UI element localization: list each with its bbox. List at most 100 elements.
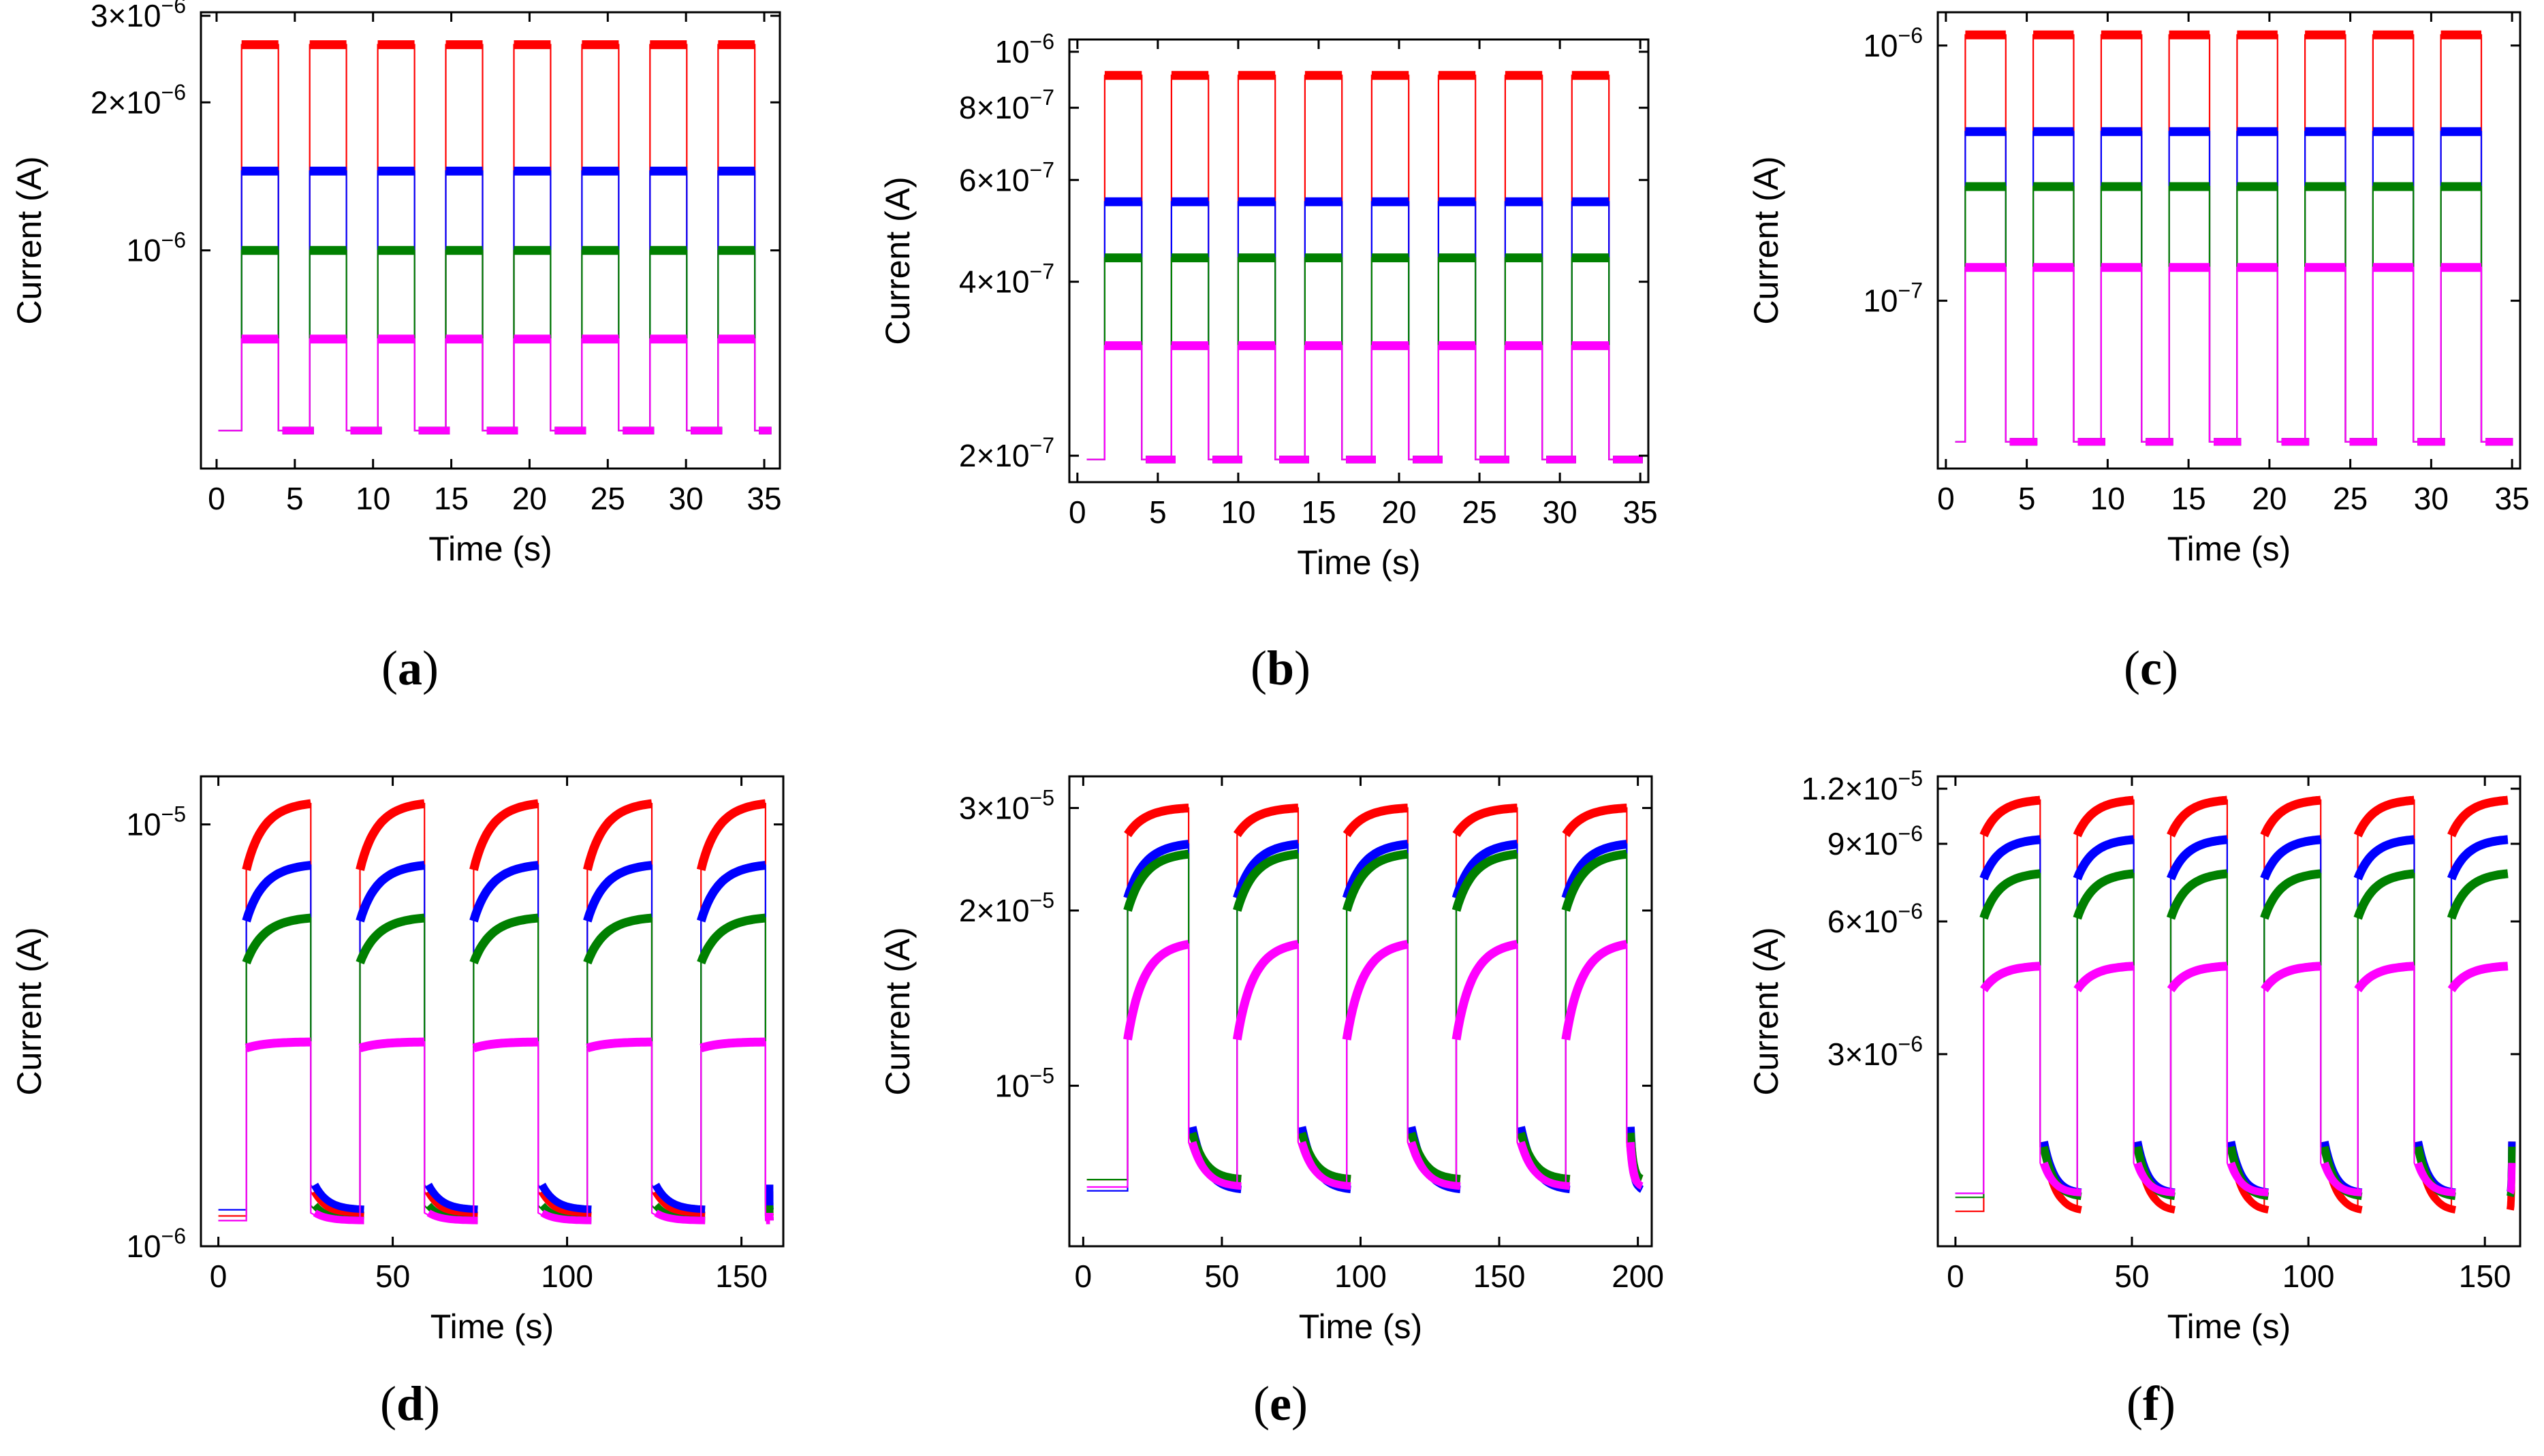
y-tick-label: 10−5: [126, 802, 186, 842]
x-tick-label: 20: [2252, 481, 2287, 516]
series-on-segment: [242, 861, 311, 923]
x-tick-label: 0: [1947, 1259, 1964, 1294]
plot-frame: [1936, 775, 2522, 1248]
x-axis-label: Time (s): [2167, 1308, 2291, 1346]
series-on-segment: [356, 913, 425, 965]
series-on-segment: [586, 1037, 653, 1053]
series-on-segment: [1451, 940, 1518, 1041]
series-on-segment: [700, 1037, 766, 1053]
series-on-segment: [1561, 940, 1628, 1041]
x-tick-label: 0: [210, 1259, 227, 1294]
series-on-segment: [356, 799, 426, 872]
series-on-segment: [1452, 804, 1518, 838]
chart-panel-a: 0 5 10 15 20 25 30 35 10−6 2×10−6 3×10−6 Time (s) Cu…: [10, 0, 782, 695]
panel-caption: (f): [2126, 1376, 2176, 1431]
series-off-segment: [1518, 1141, 1571, 1190]
series-on-segment: [2447, 962, 2509, 993]
x-axis-label: Time (s): [2167, 530, 2291, 568]
series-line-3: [1086, 257, 1639, 460]
series-on-segment: [2073, 869, 2135, 920]
series-on-segment: [1342, 840, 1409, 900]
x-tick-label: 15: [1301, 494, 1336, 530]
series-on-segment: [2260, 869, 2321, 920]
series-group: [1086, 804, 1644, 1194]
series-on-segment: [1342, 940, 1409, 1041]
chart-panel-b: 0 5 10 15 20 25 30 35 2×10−7 4×10−7 6×10−7 8×10−7 10…: [879, 29, 1658, 695]
series-on-segment: [697, 913, 766, 965]
series-line-1: [1086, 74, 1639, 460]
series-line-4: [218, 338, 768, 432]
series-on-segment: [696, 799, 766, 872]
series-on-segment: [2260, 835, 2321, 881]
series-on-segment: [2260, 795, 2321, 838]
x-tick-label: 5: [286, 481, 304, 516]
series-on-segment: [583, 799, 653, 872]
x-tick-label: 0: [1075, 1259, 1093, 1294]
x-tick-label: 20: [512, 481, 547, 516]
x-tick-label: 30: [1543, 494, 1577, 530]
series-line-2: [218, 170, 768, 432]
series-line-4: [218, 1041, 767, 1222]
y-axis-label: Current (A): [10, 156, 48, 324]
y-tick-label: 10−6: [1863, 23, 1923, 63]
x-tick-label: 5: [1149, 494, 1167, 530]
x-axis-label: Time (s): [428, 530, 552, 568]
series-on-segment: [2073, 962, 2135, 993]
series-group: [218, 799, 774, 1224]
panel-caption: (e): [1253, 1376, 1308, 1431]
series-on-segment: [358, 1037, 425, 1053]
series-on-segment: [2354, 962, 2415, 993]
panel-caption: (a): [381, 641, 439, 695]
series-on-segment: [469, 913, 539, 965]
y-tick-label: 4×10−7: [959, 259, 1054, 300]
series-on-segment: [1561, 840, 1628, 900]
y-axis-label: Current (A): [879, 927, 917, 1095]
x-tick-label: 25: [1462, 494, 1496, 530]
y-tick-label: 1.2×10−5: [1802, 766, 1923, 806]
y-tick-label: 3×10−5: [959, 785, 1054, 825]
series-on-segment: [1342, 849, 1409, 912]
panel-caption: (c): [2124, 641, 2178, 695]
chart-panel-e: 0 50 100 150 200 10−5 2×10−5 3×10−5 Time (s) Curr…: [879, 775, 1664, 1431]
x-tick-label: 10: [2090, 481, 2125, 516]
x-tick-label: 20: [1381, 494, 1416, 530]
y-axis-label: Current (A): [1747, 156, 1785, 324]
y-tick-label: 10−6: [994, 29, 1054, 69]
series-on-segment: [1123, 840, 1189, 900]
series-on-segment: [356, 861, 425, 923]
series-off-segment: [311, 1189, 364, 1220]
series-off-segment: [654, 1209, 706, 1224]
x-tick-label: 10: [1221, 494, 1255, 530]
series-on-segment: [2353, 795, 2415, 838]
series-on-segment: [1979, 835, 2041, 881]
chart-panel-d: 0 50 100 150 10−6 10−5 Time (s) Current (A) (d): [10, 775, 785, 1431]
y-tick-label: 6×10−6: [1827, 899, 1923, 939]
series-on-segment: [1561, 849, 1628, 912]
series-off-segment: [2134, 1161, 2176, 1197]
x-tick-label: 50: [2114, 1259, 2149, 1294]
x-tick-label: 100: [541, 1259, 593, 1294]
series-line-3: [218, 917, 767, 1222]
x-tick-label: 150: [715, 1259, 768, 1294]
x-tick-label: 50: [375, 1259, 410, 1294]
panel-caption: (d): [380, 1376, 440, 1431]
series-on-segment: [2447, 869, 2509, 920]
series-line-2: [1955, 131, 2509, 443]
series-on-segment: [242, 799, 312, 872]
series-on-segment: [1233, 840, 1299, 900]
series-on-segment: [2073, 795, 2135, 838]
plot-frame: [1068, 38, 1650, 484]
series-group: [1086, 71, 1643, 464]
series-on-segment: [1123, 940, 1190, 1041]
series-line-4: [1086, 345, 1639, 460]
series-off-segment: [539, 1182, 592, 1214]
x-tick-label: 25: [591, 481, 625, 516]
series-on-segment: [1232, 940, 1299, 1041]
series-on-segment: [583, 861, 653, 923]
series-on-segment: [1124, 804, 1189, 838]
series-off-segment: [311, 1182, 364, 1214]
series-line-2: [1955, 838, 2508, 1194]
series-off-segment: [539, 1189, 592, 1220]
x-tick-label: 0: [208, 481, 225, 516]
x-tick-label: 150: [1473, 1259, 1526, 1294]
